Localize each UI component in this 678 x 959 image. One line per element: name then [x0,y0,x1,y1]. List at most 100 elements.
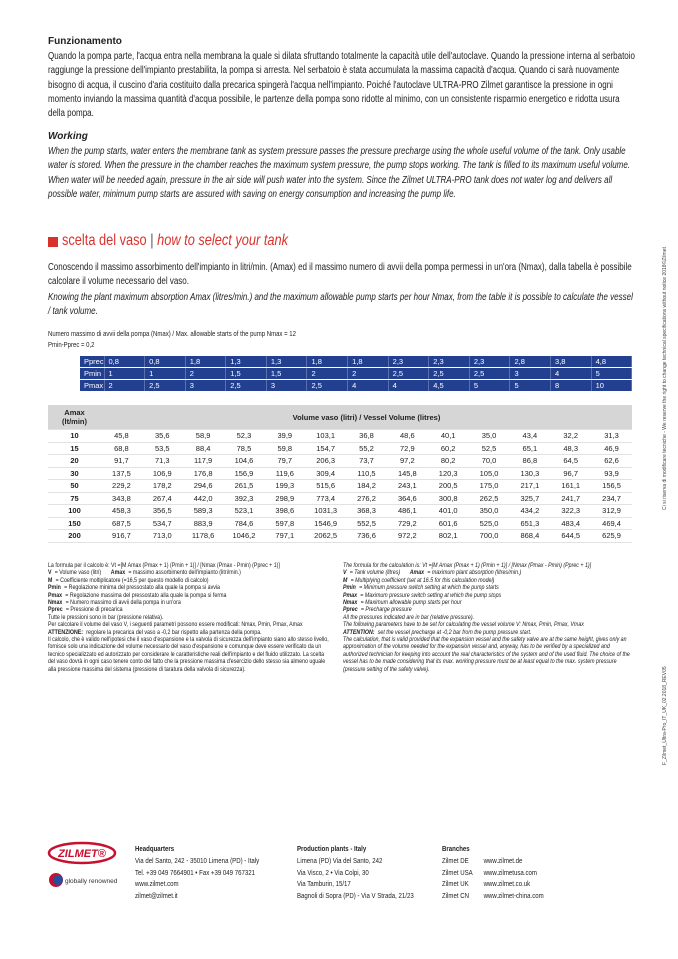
cell: 199,3 [264,479,306,493]
cell: 73,7 [346,454,387,468]
footer-headquarters: Headquarters Via del Santo, 242 - 35010 L… [135,843,295,902]
legend-line: V = Tank volume (litres) Amax = maximum pla… [343,569,633,576]
cell: 2,5 [144,379,186,392]
cell: 4 [388,379,430,392]
legend-line: The formula for the calculation is: Vt =… [343,562,633,569]
cell: 60,2 [427,442,469,455]
row-label: 200 [48,529,101,543]
section-title: scelta del vaso | how to select your tan… [62,232,288,250]
legend-line: Pprec = Pressione di precarica [48,606,332,613]
cell: 4,8 [591,356,633,368]
legend-term: M [48,576,53,584]
cell: 392,3 [223,492,265,505]
cell: 0,8 [144,356,186,368]
cell: 2 [306,367,349,380]
logo-tagline: globally renowned [65,878,118,885]
volume-table: Amax (lt/min) Volume vaso (litri) / Vessel… [48,405,632,543]
footer-title: Production plants - Italy [297,844,367,853]
cell: 4 [550,367,592,380]
branch-name: Zilmet USA [442,867,473,877]
cell: 184,2 [346,479,387,493]
cell: 0,8 [104,356,146,368]
legend-text: = Precharge pressure [360,606,412,614]
legend-text: = Numero massimo di avvii della pompa in… [65,599,181,607]
legend-term: Pprec [343,606,358,614]
branch-url: www.zilmet.co.uk [483,879,531,889]
cell: 1046,2 [223,529,265,543]
legend-paragraph: The calculation, that is valid provided … [343,636,630,673]
table-row: 150 687,5 534,7 883,9 784,6 597,8 1546,9 552,5 7… [48,517,632,530]
cell: 729,2 [386,517,428,530]
branch-line: Zilmet USA www.zilmetusa.com [442,867,602,879]
cell: 96,7 [550,467,592,480]
legend-line: Pmax = Maximum pressure switch setting at… [343,592,633,599]
legend-term: Pprec [48,606,63,614]
cell: 229,2 [101,479,142,493]
legend-text: The formula for the calculation is: Vt =… [343,562,592,569]
cell: 401,0 [427,504,469,518]
cell: 241,7 [550,492,592,505]
cell: 46,9 [591,442,632,455]
cell: 368,3 [346,504,387,518]
cell: 972,2 [386,529,428,543]
legend-text: Tutte le pressioni sono in bar (pression… [48,613,164,621]
cell: 2,5 [428,367,470,380]
cell: 3,8 [550,356,592,368]
legend-text: = Volume vaso (litri) [54,569,102,577]
legend-it: La formula per il calcolo è: Vt =[M Amax… [48,562,332,673]
legend-line: M = Coefficiente moltiplicatore (=16,5 pe… [48,577,332,584]
cell: 86,8 [509,454,551,468]
cell: 55,2 [346,442,387,455]
legend-text: = Coefficiente moltiplicatore (=16,5 per… [55,576,209,584]
legend-line: ATTENZIONE: regolare la precarica del vas… [48,629,332,636]
cell: 868,4 [509,529,551,543]
cell: 2,5 [225,379,267,392]
row-label: Pmin [80,367,105,380]
cell: 3 [266,379,308,392]
cell: 294,6 [182,479,224,493]
cell: 802,1 [427,529,469,543]
footer-branches: Branches Zilmet DE www.zilmet.de Zilmet USA… [442,843,602,902]
cell: 8 [550,379,592,392]
legend-line: M = Multiplying coefficient (set at 16.5 … [343,577,633,584]
table-row: 30 137,5 106,9 176,8 156,9 119,6 309,4 110,5 145… [48,467,632,480]
footer-line: Tel. +39 049 7664901 • Fax +39 049 76732… [135,867,256,877]
cell: 91,7 [101,454,142,468]
cell: 52,3 [223,429,265,443]
footer-title: Branches [442,844,470,853]
cell: 2 [104,379,146,392]
cell: 1,8 [306,356,349,368]
cell: 93,9 [591,467,632,480]
side-note: Ci si riserva di modificare tecniche - W… [662,247,668,510]
branch-url: www.zilmet-china.com [483,891,544,901]
cell: 53,5 [141,442,183,455]
cell: 525,0 [468,517,510,530]
footer-line: Bagnoli di Sopra (PD) - Via V Strada, 21… [297,891,414,901]
legend-line: Pmax = Regolazione massima del pressostat… [48,592,332,599]
heading: Working [48,131,88,142]
cell: 39,9 [264,429,306,443]
footer-line: www.zilmet.com [135,879,179,889]
cell: 45,8 [101,429,142,443]
cell: 267,4 [141,492,183,505]
legend-term: Amax [110,569,126,577]
cell: 35,0 [468,429,510,443]
cell: 773,4 [305,492,347,505]
legend-term: Nmax [343,599,358,607]
legend-line: La formula per il calcolo è: Vt =[M Amax… [48,562,332,569]
cell: 364,6 [386,492,428,505]
legend-line: Tutte le pressioni sono in bar (pression… [48,614,332,621]
cell: 175,0 [468,479,510,493]
cell: 71,3 [141,454,183,468]
cell: 312,9 [591,504,632,518]
cell: 243,1 [386,479,428,493]
branch-line: Zilmet DE www.zilmet.de [442,855,602,867]
cell: 2 [185,367,227,380]
table-row: 50 229,2 178,2 294,6 261,5 199,3 515,6 184,2 243… [48,479,632,493]
table-row: 200 916,7 713,0 1178,6 1046,2 797,1 2062,5 736,… [48,529,632,543]
cell: 1 [144,367,186,380]
cell: 442,0 [182,492,224,505]
footer-production: Production plants - Italy Limena (PD) Via… [297,843,449,902]
note: Pmin-Pprec = 0,2 [48,340,95,349]
table-row: 75 343,8 267,4 442,0 392,3 298,9 773,4 276,2 364… [48,492,632,505]
